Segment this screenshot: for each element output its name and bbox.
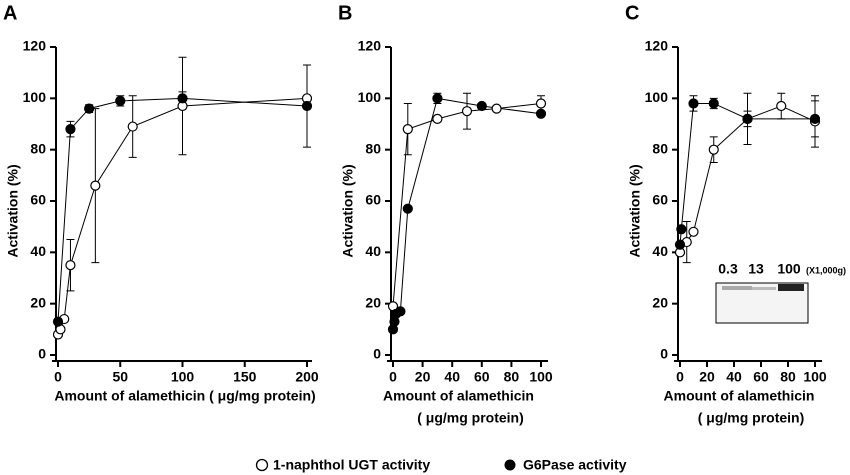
x-tick-label: 80	[504, 369, 520, 385]
y-tick-label: 80	[365, 140, 381, 156]
y-axis-label: Activation (%)	[340, 164, 356, 257]
data-point	[476, 100, 487, 112]
y-tick-label: 40	[30, 243, 46, 259]
x-tick-label: 60	[753, 369, 769, 385]
data-point	[674, 239, 686, 250]
y-tick-label: 60	[652, 192, 668, 208]
x-tick-label: 150	[233, 369, 257, 385]
y-tick-label: 60	[30, 192, 46, 208]
data-point	[65, 124, 76, 135]
blot-band	[752, 287, 776, 290]
data-point	[688, 98, 699, 109]
data-point	[90, 180, 101, 191]
x-tick-label: 100	[803, 369, 827, 385]
x-tick-label: 50	[112, 369, 128, 385]
inset-label: 0.3	[718, 261, 738, 277]
data-point	[402, 203, 413, 214]
data-point	[535, 98, 547, 109]
x-axis-label: ( μg/mg protein)	[417, 410, 524, 426]
data-point	[776, 100, 787, 112]
data-point	[177, 93, 188, 104]
data-point	[52, 316, 64, 327]
x-axis-label: Amount of alamethicin	[383, 388, 534, 404]
y-tick-label: 80	[652, 140, 668, 156]
panel-label: C	[625, 2, 639, 24]
x-axis-label: ( μg/mg protein)	[698, 410, 805, 426]
x-axis-label: Amount of alamethicin	[664, 388, 815, 404]
y-tick-label: 0	[38, 346, 46, 362]
y-tick-label: 0	[373, 346, 381, 362]
panel-label: A	[3, 2, 17, 24]
inset-unit: (X1,000g)	[806, 265, 846, 275]
data-point	[676, 224, 687, 235]
inset-label: 100	[777, 261, 801, 277]
y-tick-label: 20	[30, 294, 46, 310]
data-point	[491, 103, 502, 114]
legend-marker	[255, 458, 269, 472]
y-axis-label: Activation (%)	[627, 164, 643, 257]
x-tick-label: 0	[676, 369, 684, 385]
blot-band	[778, 284, 804, 291]
y-tick-label: 60	[365, 192, 381, 208]
panel-label: B	[338, 2, 352, 24]
x-tick-label: 0	[54, 369, 62, 385]
data-point	[432, 113, 443, 124]
series-line	[392, 97, 542, 330]
data-point	[395, 306, 406, 317]
data-point	[688, 226, 699, 237]
x-tick-label: 20	[699, 369, 715, 385]
x-tick-label: 100	[529, 369, 553, 385]
y-tick-label: 20	[365, 294, 381, 310]
y-tick-label: 40	[365, 243, 381, 259]
legend-marker	[504, 459, 516, 471]
data-point	[402, 124, 413, 135]
y-axis-label: Activation (%)	[5, 164, 21, 257]
blot-band	[722, 286, 752, 290]
y-tick-label: 40	[652, 243, 668, 259]
data-point	[84, 103, 95, 114]
series-line	[392, 102, 542, 307]
x-axis-label: Amount of alamethicin ( μg/mg protein)	[54, 388, 315, 404]
data-point	[535, 108, 547, 119]
data-point	[301, 100, 313, 112]
y-tick-label: 120	[23, 38, 47, 54]
data-point	[127, 121, 138, 132]
x-tick-label: 20	[415, 369, 431, 385]
series-line	[57, 97, 308, 322]
x-tick-label: 0	[389, 369, 397, 385]
data-point	[742, 113, 753, 124]
y-tick-label: 0	[660, 346, 668, 362]
x-tick-label: 200	[295, 369, 319, 385]
x-tick-label: 40	[444, 369, 460, 385]
data-point	[432, 93, 443, 104]
legend-label: G6Pase activity	[523, 457, 627, 473]
y-tick-label: 20	[652, 294, 668, 310]
x-tick-label: 80	[780, 369, 796, 385]
y-tick-label: 120	[645, 38, 669, 54]
legend-label: 1-naphthol UGT activity	[273, 457, 430, 473]
data-point	[708, 144, 719, 155]
inset-label: 13	[748, 261, 764, 277]
x-tick-label: 60	[474, 369, 490, 385]
data-point	[115, 95, 126, 107]
y-tick-label: 80	[30, 140, 46, 156]
data-point	[809, 113, 821, 124]
y-tick-label: 100	[23, 89, 47, 105]
y-tick-label: 100	[358, 89, 382, 105]
x-tick-label: 100	[171, 369, 195, 385]
data-point	[461, 106, 473, 117]
y-tick-label: 100	[645, 89, 669, 105]
y-tick-label: 120	[358, 38, 382, 54]
x-tick-label: 40	[726, 369, 742, 385]
data-point	[708, 98, 719, 109]
data-point	[65, 260, 76, 271]
